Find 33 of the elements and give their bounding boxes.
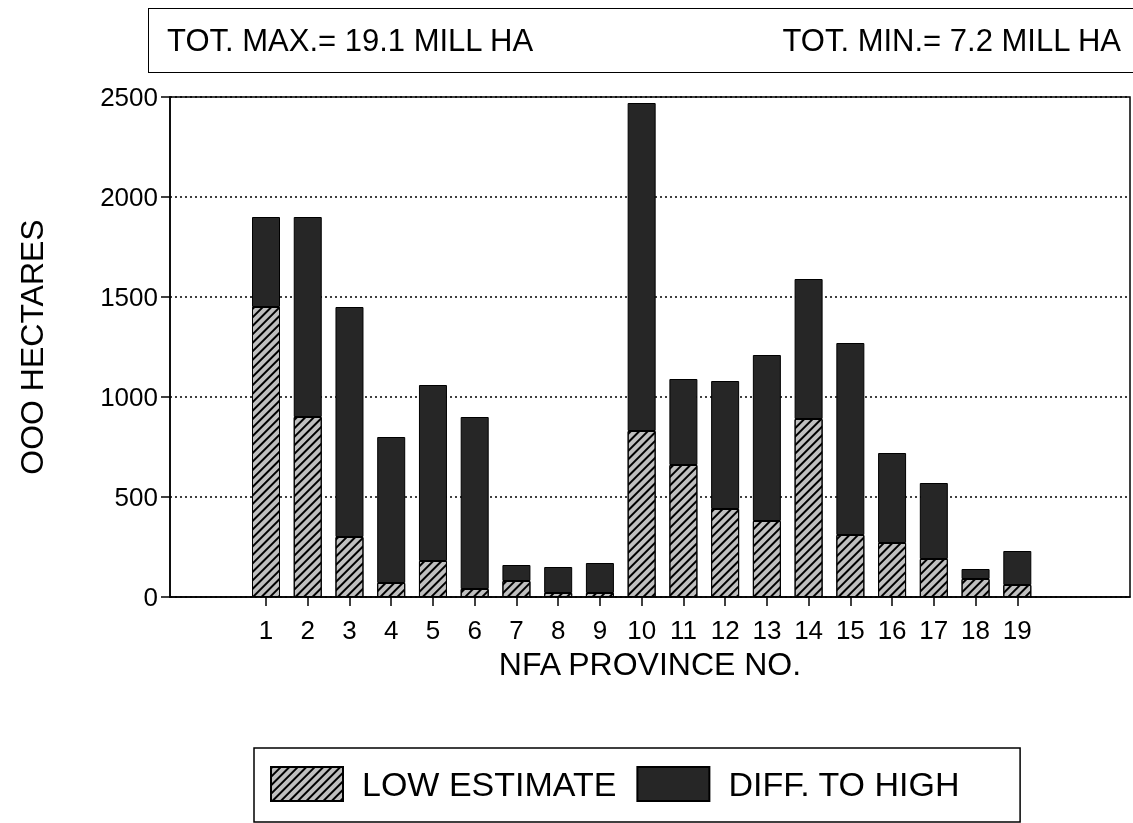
x-tick-label: 16 [877, 615, 907, 645]
x-tick-label: 8 [550, 615, 566, 645]
x-tick-label: 19 [1002, 615, 1032, 645]
y-axis-title: OOO HECTARES [14, 219, 50, 475]
legend-label: DIFF. TO HIGH [728, 765, 960, 803]
y-tick-label: 0 [143, 582, 158, 612]
text: TOT. MAX.= 19.1 MILL HA [167, 22, 534, 59]
y-tick-label: 2000 [100, 182, 158, 212]
x-tick-label: 4 [383, 615, 399, 645]
x-axis-title: NFA PROVINCE NO. [498, 645, 802, 682]
x-tick-label: 15 [835, 615, 865, 645]
y-tick-label: 1500 [100, 282, 158, 312]
x-tick-label: 2 [300, 615, 315, 645]
x-tick-label: 12 [710, 615, 740, 645]
bar [544, 567, 573, 593]
legend-label: LOW ESTIMATE [362, 765, 617, 803]
x-tick-label: 7 [509, 615, 524, 645]
y-tick-label: 2500 [100, 82, 158, 112]
x-tick-label: 5 [425, 615, 441, 645]
x-tick-label: 10 [627, 615, 657, 645]
x-tick-label: 18 [961, 615, 991, 645]
x-tick-label: 14 [794, 615, 824, 645]
x-tick-label: 1 [258, 615, 274, 645]
x-tick-label: 17 [919, 615, 949, 645]
x-tick-label: 6 [467, 615, 482, 645]
x-tick-label: 13 [752, 615, 782, 645]
text: TOT. MIN.= 7.2 MILL HA [782, 22, 1121, 59]
x-tick-label: 3 [342, 615, 357, 645]
x-tick-label: 11 [669, 615, 697, 645]
bar [585, 563, 614, 593]
y-tick-label: 1000 [100, 382, 158, 412]
x-tick-label: 9 [592, 615, 608, 645]
y-tick-label: 500 [114, 482, 158, 512]
